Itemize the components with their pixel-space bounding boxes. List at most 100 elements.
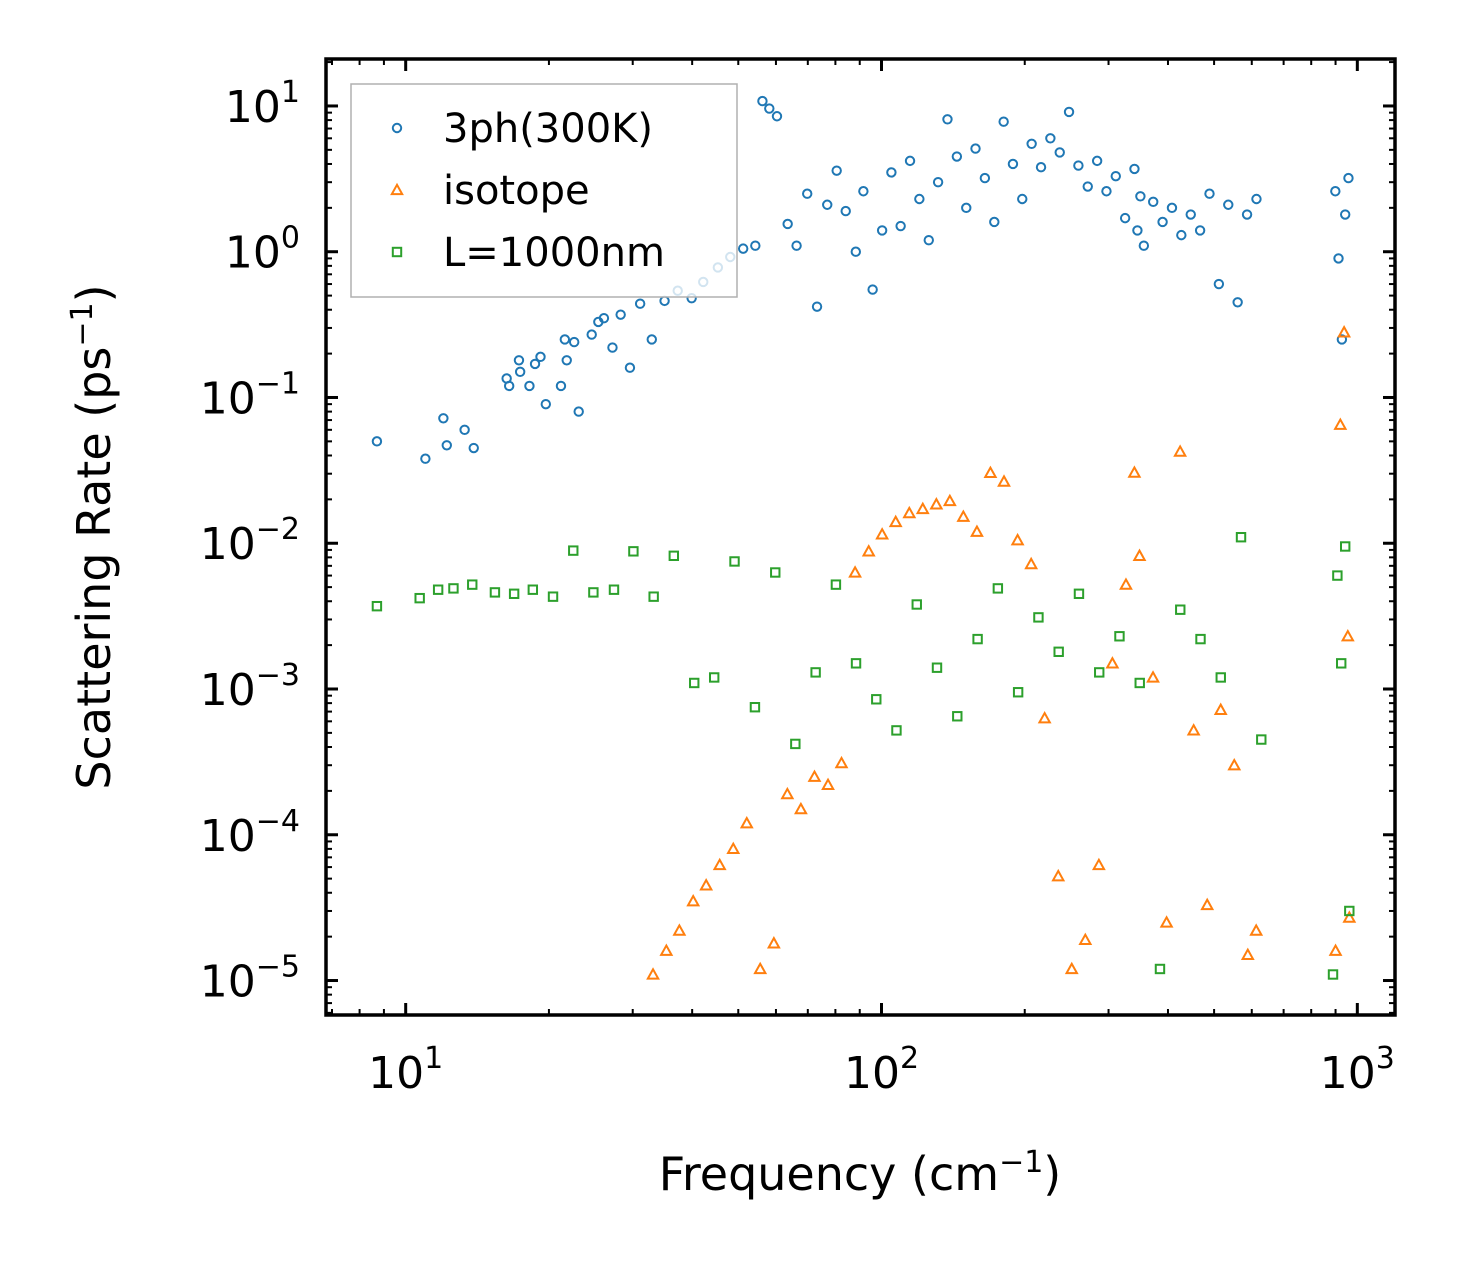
data-point: [1094, 667, 1105, 678]
data-point: [1154, 963, 1166, 975]
data-point: [708, 672, 720, 683]
y-tick-label: 10−1: [200, 366, 300, 424]
y-tick-label: 101: [225, 75, 300, 133]
data-point: [1232, 297, 1243, 308]
tick-label-base: 10: [368, 1048, 424, 1099]
data-point: [1091, 155, 1103, 167]
data-point: [983, 465, 998, 479]
data-point: [1344, 905, 1355, 917]
data-point: [524, 380, 535, 392]
data-point: [970, 524, 984, 537]
legend: 3ph(300K) isotope L=1000nm: [350, 83, 738, 298]
axis-ticks-layer: [326, 59, 1395, 1015]
data-point: [1132, 548, 1147, 561]
data-point: [371, 600, 383, 612]
data-point: [1024, 556, 1039, 570]
data-point: [972, 633, 983, 645]
data-point: [1054, 147, 1065, 158]
data-point: [1119, 212, 1131, 224]
data-point: [764, 103, 775, 114]
data-point: [1251, 193, 1262, 205]
data-point: [952, 711, 963, 722]
data-point: [1129, 163, 1140, 175]
x-axis-label-end: ): [1043, 1147, 1061, 1201]
data-point: [1249, 923, 1264, 936]
data-point: [568, 336, 580, 348]
data-point: [535, 351, 546, 363]
data-point: [989, 216, 1000, 228]
legend-box: [350, 83, 738, 298]
tick-label-exponent: 1: [281, 75, 300, 110]
tick-label-base: 10: [200, 665, 256, 716]
data-point: [588, 587, 599, 598]
data-point: [834, 755, 849, 769]
data-point: [1035, 162, 1047, 173]
data-point: [1337, 325, 1351, 338]
data-point: [1256, 734, 1267, 745]
data-point: [911, 599, 922, 610]
data-point: [441, 440, 452, 451]
data-points-layer: [371, 95, 1357, 980]
tick-label-exponent: 0: [281, 221, 300, 256]
legend-marker: [391, 246, 403, 258]
data-point: [1051, 868, 1066, 882]
data-point: [932, 176, 944, 188]
data-point: [1227, 757, 1242, 771]
data-point: [568, 545, 579, 556]
data-point: [790, 738, 801, 750]
legend-label: 3ph(300K): [443, 106, 653, 152]
data-point: [1333, 253, 1344, 264]
data-point: [1073, 160, 1084, 171]
data-point: [668, 550, 680, 562]
series-2-points: [371, 532, 1355, 980]
data-point: [850, 246, 861, 257]
data-point: [1110, 170, 1121, 182]
data-point: [1138, 240, 1150, 251]
tick-label-base: 10: [200, 811, 256, 862]
tick-label-base: 10: [1320, 1048, 1376, 1099]
data-point: [712, 857, 727, 871]
data-point: [1114, 631, 1125, 642]
data-point: [875, 527, 890, 540]
data-point: [1078, 932, 1093, 946]
data-point: [555, 380, 567, 392]
data-point: [1185, 209, 1196, 220]
data-point: [1073, 588, 1085, 599]
tick-label-exponent: 2: [900, 1041, 919, 1076]
data-point: [1166, 202, 1178, 214]
data-point: [867, 284, 878, 295]
series-0-points: [371, 95, 1354, 464]
data-point: [891, 725, 902, 736]
data-point: [1343, 172, 1354, 184]
data-point: [1213, 702, 1228, 715]
data-point: [634, 298, 646, 309]
data-point: [902, 505, 917, 519]
tick-label-base: 10: [200, 957, 256, 1008]
data-point: [513, 355, 525, 366]
data-point: [1339, 541, 1351, 552]
data-point: [1339, 209, 1351, 220]
data-point: [822, 199, 833, 210]
data-point: [598, 312, 610, 324]
data-point: [1195, 633, 1206, 645]
x-axis-label-superscript: −1: [999, 1145, 1043, 1180]
data-point: [1327, 969, 1339, 980]
data-point: [830, 579, 842, 590]
tick-label-exponent: 1: [424, 1041, 443, 1076]
tick-label-base: 10: [200, 519, 256, 570]
data-point: [791, 240, 802, 251]
y-tick-label: 10−4: [200, 804, 300, 862]
data-point: [438, 413, 449, 424]
data-point: [780, 786, 795, 800]
data-point: [514, 366, 526, 378]
tick-label-exponent: −4: [256, 804, 300, 839]
data-point: [771, 111, 783, 122]
series-1-points: [646, 325, 1357, 980]
data-point: [1213, 278, 1225, 290]
data-point: [1200, 897, 1215, 911]
data-point: [858, 186, 869, 197]
data-point: [624, 362, 636, 373]
data-point: [1101, 186, 1112, 197]
data-point: [807, 769, 822, 782]
data-point: [1037, 710, 1052, 724]
